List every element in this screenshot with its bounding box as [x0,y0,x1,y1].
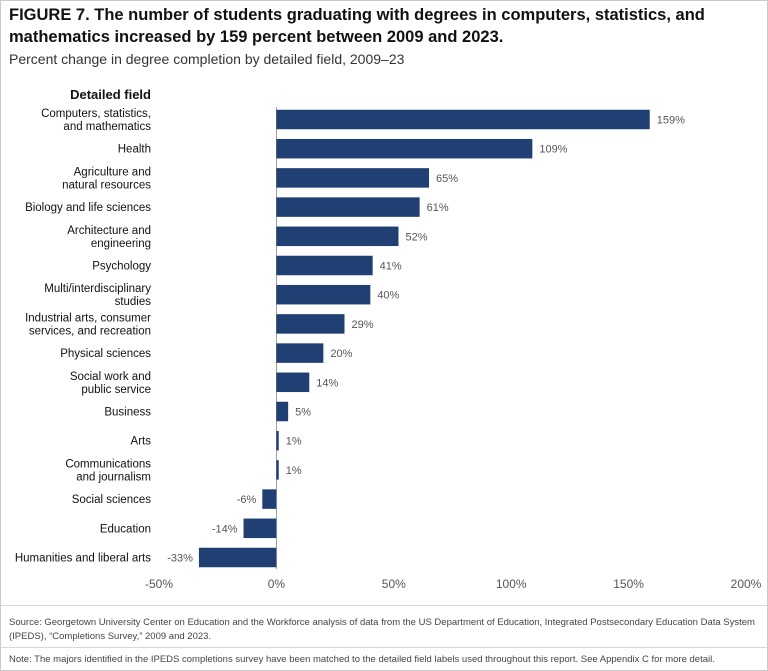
category-label: Agriculture and [74,166,151,178]
category-label: Arts [131,436,152,448]
bar-value-label: -33% [167,553,193,565]
note-divider [1,647,767,648]
category-label: and journalism [76,471,151,483]
source-note: Source: Georgetown University Center on … [9,617,755,642]
figure-title: FIGURE 7. The number of students graduat… [9,6,705,46]
bar [262,489,277,509]
bar [276,284,371,305]
bar-value-label: 40% [377,290,399,302]
bar [276,460,279,480]
bar-value-label: 159% [657,115,685,127]
bar [276,109,650,130]
category-label: studies [115,296,152,308]
bar-value-label: 41% [380,261,402,273]
category-label: engineering [91,238,151,250]
category-label: Architecture and [67,225,151,237]
category-label: and mathematics [63,121,151,133]
category-label: Psychology [92,261,151,273]
x-tick-label: 100% [496,577,527,591]
bar-value-label: -14% [212,523,238,535]
bar [276,401,289,422]
bar [198,547,277,568]
category-label: Biology and life sciences [25,202,151,214]
bar [243,518,277,539]
bar-value-label: 14% [316,377,338,389]
bar-value-label: 20% [330,348,352,360]
bar-value-label: 109% [539,144,567,156]
x-tick-label: 50% [382,577,406,591]
bar [276,314,345,334]
bar-value-label: 65% [436,173,458,185]
bar [276,138,533,159]
source-divider [1,605,767,606]
category-axis-title: Detailed field [70,87,151,102]
category-label: Health [118,144,151,156]
bar [276,430,279,451]
category-label: Physical sciences [60,348,151,360]
category-label: natural resources [62,179,151,191]
category-label: Computers, statistics, [41,108,151,120]
bar-value-label: 5% [295,407,311,419]
category-label: Industrial arts, consumer [25,312,151,324]
category-label: Social work and [70,371,151,383]
methodology-note: Note: The majors identified in the IPEDS… [9,654,715,665]
bar-chart: Detailed field 159% Computers, statistics,… [15,87,762,591]
bar [276,372,310,393]
bar [276,168,430,188]
category-label: public service [81,384,151,396]
bar-value-label: -6% [237,494,257,506]
bar [276,343,324,363]
category-label: Business [104,407,151,419]
x-tick-label: 200% [731,577,762,591]
bar [276,226,399,247]
category-label: Communications [65,458,151,470]
category-label: Multi/interdisciplinary [44,283,151,295]
bar [276,197,420,217]
category-label: Education [100,523,151,535]
x-tick-label: 150% [613,577,644,591]
figure-subtitle: Percent change in degree completion by d… [9,51,405,67]
x-tick-label: -50% [145,577,173,591]
bar-value-label: 1% [286,465,302,477]
bar [276,255,373,276]
bar-value-label: 1% [286,436,302,448]
bar-value-label: 52% [405,231,427,243]
bar-value-label: 61% [427,202,449,214]
bar-value-label: 29% [351,319,373,331]
x-tick-label: 0% [268,577,286,591]
category-label: services, and recreation [29,325,151,337]
category-label: Social sciences [72,494,152,506]
category-label: Humanities and liberal arts [15,553,151,565]
